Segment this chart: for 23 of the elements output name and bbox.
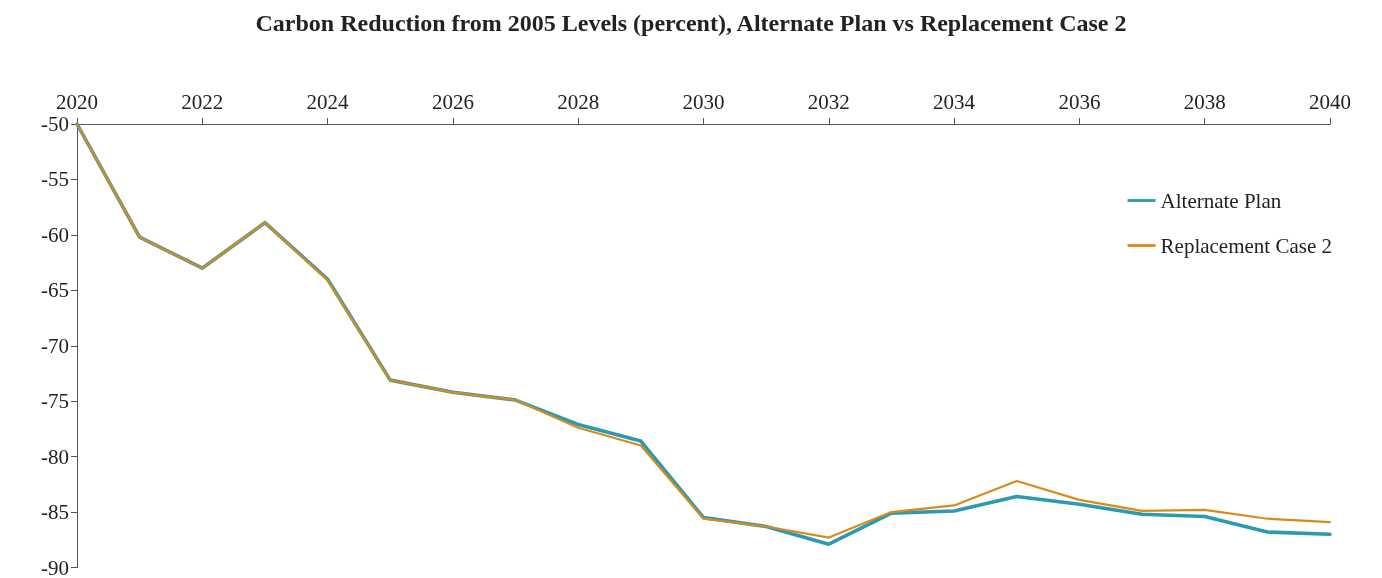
y-tick-label: -70 [41,333,69,358]
y-tick-label: -60 [41,222,69,247]
legend-label: Replacement Case 2 [1160,233,1332,258]
x-tick-label: 2036 [1058,89,1101,114]
x-tick-label: 2040 [1309,89,1351,114]
x-tick-label: 2028 [557,89,600,114]
x-tick-label: 2032 [807,89,850,114]
x-tick-label: 2030 [682,89,725,114]
y-tick-label: -85 [41,500,69,525]
x-tick-label: 2022 [181,89,224,114]
y-tick-label: -65 [41,278,69,303]
y-tick-label: -80 [41,444,69,469]
x-tick-label: 2026 [431,89,474,114]
chart-title: Carbon Reduction from 2005 Levels (percent), Alternate Plan vs Replacement Case 2 [255,10,1127,36]
x-tick-label: 2024 [306,89,350,114]
y-tick-label: -75 [41,389,69,414]
x-tick-label: 2020 [56,89,98,114]
y-tick-label: -50 [41,112,69,136]
legend-label: Alternate Plan [1160,188,1282,213]
y-tick-label: -55 [41,167,69,192]
x-tick-label: 2038 [1183,89,1226,114]
x-tick-label: 2034 [933,89,976,114]
y-tick-label: -90 [41,555,69,578]
